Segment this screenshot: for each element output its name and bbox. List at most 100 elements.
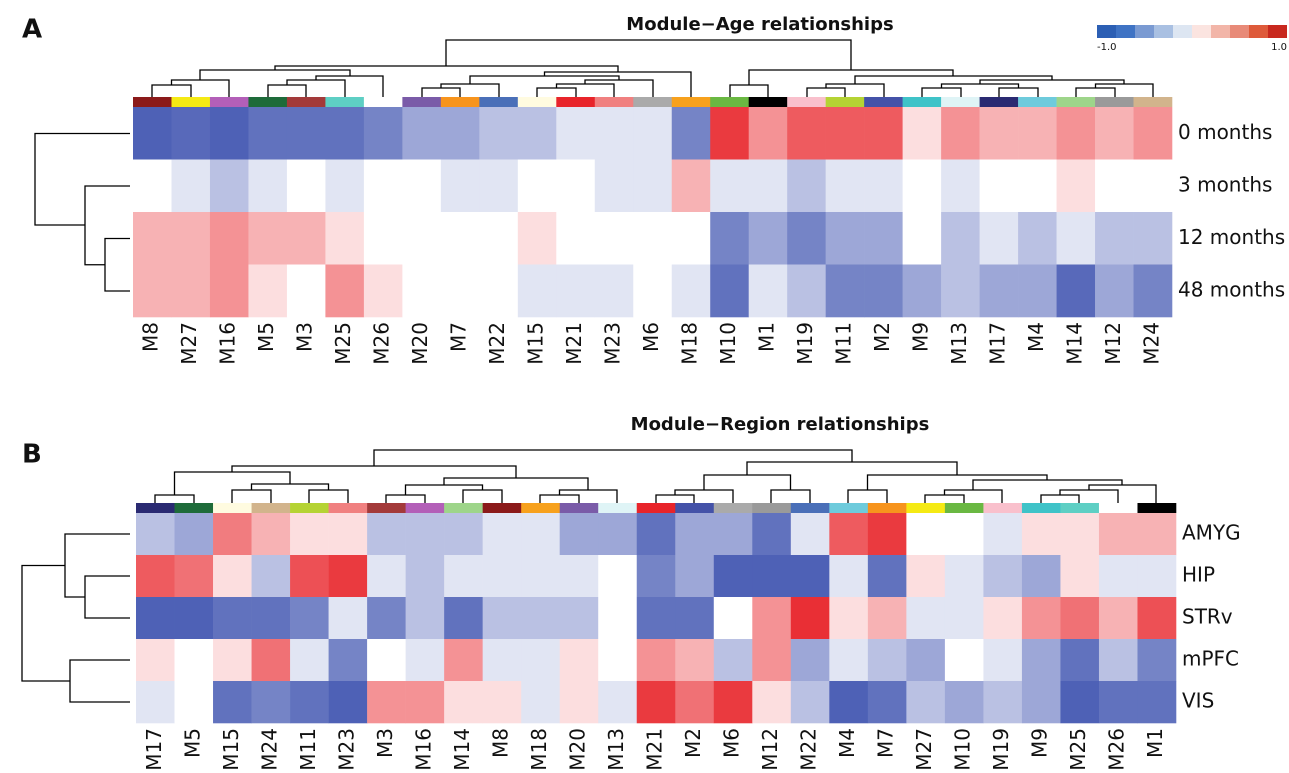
heatmap-cell <box>1056 264 1096 318</box>
heatmap-cell <box>521 597 561 640</box>
heatmap-cell <box>1098 513 1138 556</box>
heatmap-cell <box>174 681 214 724</box>
heatmap-cell <box>440 264 480 318</box>
heatmap-cell <box>286 107 326 160</box>
heatmap-cell <box>251 639 291 682</box>
heatmap-cell <box>979 212 1019 265</box>
heatmap-cell <box>1021 639 1061 682</box>
column-label: M17 <box>142 728 166 771</box>
heatmap-cell <box>328 555 368 598</box>
heatmap-cell <box>867 555 907 598</box>
heatmap-cell <box>402 107 442 160</box>
heatmap-cell <box>405 597 445 640</box>
heatmap-cell <box>367 555 406 598</box>
chart-title: Module−Age relationships <box>626 14 893 35</box>
module-color <box>1133 97 1173 107</box>
heatmap-cell <box>675 513 715 556</box>
heatmap-cell <box>248 264 288 318</box>
column-label: M15 <box>524 322 548 365</box>
heatmap-cell <box>363 264 403 318</box>
heatmap-cell <box>440 212 480 265</box>
heatmap-cell <box>402 212 442 265</box>
heatmap-cell <box>713 597 753 640</box>
heatmap-cell <box>675 681 715 724</box>
heatmap-cell <box>521 681 561 724</box>
heatmap-cell <box>867 639 907 682</box>
module-color <box>748 97 788 107</box>
heatmap-cell <box>636 597 676 640</box>
heatmap-cell <box>213 597 252 640</box>
module-color <box>941 97 980 107</box>
heatmap-cell <box>675 639 715 682</box>
heatmap-cell <box>556 107 596 160</box>
column-label: M26 <box>370 322 394 365</box>
module-color <box>787 97 826 107</box>
heatmap-cell <box>713 681 753 724</box>
dendrogram-b-columns <box>154 449 1157 503</box>
heatmap-cell <box>787 107 826 160</box>
heatmap-cell <box>174 639 214 682</box>
heatmap-cell <box>633 212 673 265</box>
heatmap-cell <box>829 639 869 682</box>
heatmap-cell <box>979 159 1019 213</box>
heatmap-cell <box>133 159 172 213</box>
column-label: M6 <box>639 322 663 352</box>
heatmap-cell <box>1056 107 1096 160</box>
heatmap-cell <box>517 107 557 160</box>
heatmap-cell <box>133 107 172 160</box>
column-label: M20 <box>565 728 589 771</box>
heatmap-cell <box>1056 159 1096 213</box>
heatmap-cell <box>367 597 406 640</box>
heatmap-cell <box>675 597 715 640</box>
column-label: M7 <box>447 322 471 352</box>
module-color <box>675 503 715 513</box>
column-label: M19 <box>793 322 817 365</box>
colorbar-swatch <box>1135 25 1154 38</box>
module-color <box>213 503 252 513</box>
heatmap-cell <box>752 555 792 598</box>
heatmap-cell <box>248 107 288 160</box>
column-label: M11 <box>296 728 320 771</box>
heatmap-cell <box>444 513 483 556</box>
heatmap-cell <box>521 555 561 598</box>
heatmap-cell <box>290 639 329 682</box>
module-color <box>829 503 869 513</box>
row-label: VIS <box>1182 689 1214 713</box>
heatmap-cell <box>1098 555 1138 598</box>
heatmap-cell <box>867 681 907 724</box>
heatmap-cell <box>829 597 869 640</box>
heatmap-cell <box>444 639 483 682</box>
heatmap-cell <box>556 212 596 265</box>
heatmap-cell <box>482 639 522 682</box>
heatmap-cell <box>251 513 291 556</box>
column-label: M18 <box>677 322 701 365</box>
heatmap-cell <box>1018 212 1057 265</box>
heatmap-cell <box>325 107 365 160</box>
column-label: M18 <box>527 728 551 771</box>
heatmap-cell <box>286 264 326 318</box>
heatmap-cell <box>251 597 291 640</box>
module-color <box>556 97 596 107</box>
heatmap-cell <box>598 639 638 682</box>
heatmap-cell <box>671 159 711 213</box>
heatmap-cell <box>867 513 907 556</box>
column-label: M17 <box>985 322 1009 365</box>
heatmap-cell <box>521 639 561 682</box>
heatmap-cell <box>1060 639 1100 682</box>
heatmap-cell <box>594 264 634 318</box>
heatmap-cell <box>1098 681 1138 724</box>
heatmap-cell <box>517 264 557 318</box>
heatmap-cell <box>787 264 826 318</box>
column-label: M9 <box>908 322 932 352</box>
heatmap-cell <box>983 597 1023 640</box>
column-label: M4 <box>835 728 859 758</box>
module-color <box>1098 503 1138 513</box>
heatmap-cell <box>1021 597 1061 640</box>
heatmap-cell <box>136 555 175 598</box>
heatmap-cell <box>825 212 865 265</box>
heatmap-cell <box>1060 681 1100 724</box>
column-label: M22 <box>797 728 821 771</box>
heatmap-cell <box>1095 159 1134 213</box>
heatmap-cell <box>636 555 676 598</box>
heatmap-cell <box>636 639 676 682</box>
